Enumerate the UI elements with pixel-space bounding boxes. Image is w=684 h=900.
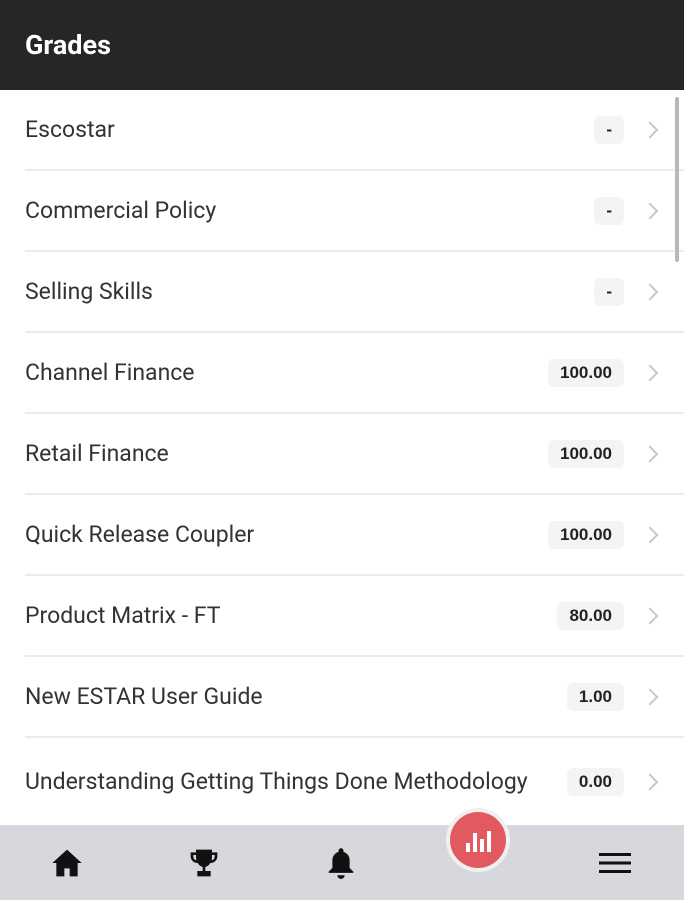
grade-badge: 1.00 xyxy=(566,682,624,711)
nav-grades-button[interactable] xyxy=(446,808,510,872)
chevron-right-icon xyxy=(641,364,659,381)
chevron-right-icon xyxy=(641,121,659,138)
grades-chart-icon xyxy=(466,831,491,852)
scrollbar[interactable] xyxy=(675,97,679,262)
grades-list: Escostar - Commercial Policy - Selling S… xyxy=(0,90,684,825)
page-title: Grades xyxy=(25,29,111,61)
nav-home[interactable] xyxy=(51,848,83,878)
grade-row[interactable]: Commercial Policy - xyxy=(25,171,684,252)
grade-badge: - xyxy=(594,277,624,306)
grade-badge: - xyxy=(594,115,624,144)
home-icon xyxy=(52,849,82,876)
course-name: Product Matrix - FT xyxy=(25,601,221,629)
grade-row[interactable]: Quick Release Coupler 100.00 xyxy=(25,495,684,576)
grade-row[interactable]: Retail Finance 100.00 xyxy=(25,414,684,495)
nav-menu[interactable] xyxy=(599,852,631,874)
grade-badge: 80.00 xyxy=(557,601,624,630)
course-name: Understanding Getting Things Done Method… xyxy=(25,768,528,795)
menu-icon xyxy=(599,852,631,873)
bottom-nav xyxy=(0,825,684,900)
trophy-icon xyxy=(190,849,218,876)
course-name: Selling Skills xyxy=(25,277,153,305)
chevron-right-icon xyxy=(641,283,659,300)
grade-row[interactable]: New ESTAR User Guide 1.00 xyxy=(25,657,684,738)
chevron-right-icon xyxy=(641,202,659,219)
grade-badge: 100.00 xyxy=(548,358,624,387)
grade-badge: 100.00 xyxy=(548,520,624,549)
chevron-right-icon xyxy=(641,773,659,791)
course-name: Commercial Policy xyxy=(25,196,217,224)
course-name: Channel Finance xyxy=(25,358,195,386)
grade-row[interactable]: Channel Finance 100.00 xyxy=(25,333,684,414)
course-name: Retail Finance xyxy=(25,439,169,467)
course-name: New ESTAR User Guide xyxy=(25,682,263,710)
app-header: Grades xyxy=(0,0,684,90)
grade-row[interactable]: Understanding Getting Things Done Method… xyxy=(25,738,684,825)
chevron-right-icon xyxy=(641,445,659,462)
course-name: Quick Release Coupler xyxy=(25,520,255,548)
grade-badge: 100.00 xyxy=(548,439,624,468)
grade-row[interactable]: Escostar - xyxy=(25,90,684,171)
bell-icon xyxy=(328,847,354,879)
grade-row[interactable]: Product Matrix - FT 80.00 xyxy=(25,576,684,657)
grade-badge: - xyxy=(594,196,624,225)
chevron-right-icon xyxy=(641,607,659,624)
course-name: Escostar xyxy=(25,115,115,143)
nav-achievements[interactable] xyxy=(188,847,220,879)
nav-notifications[interactable] xyxy=(326,847,356,879)
chevron-right-icon xyxy=(641,526,659,543)
grade-row[interactable]: Selling Skills - xyxy=(25,252,684,333)
grade-badge: 0.00 xyxy=(566,768,624,796)
chevron-right-icon xyxy=(641,688,659,705)
